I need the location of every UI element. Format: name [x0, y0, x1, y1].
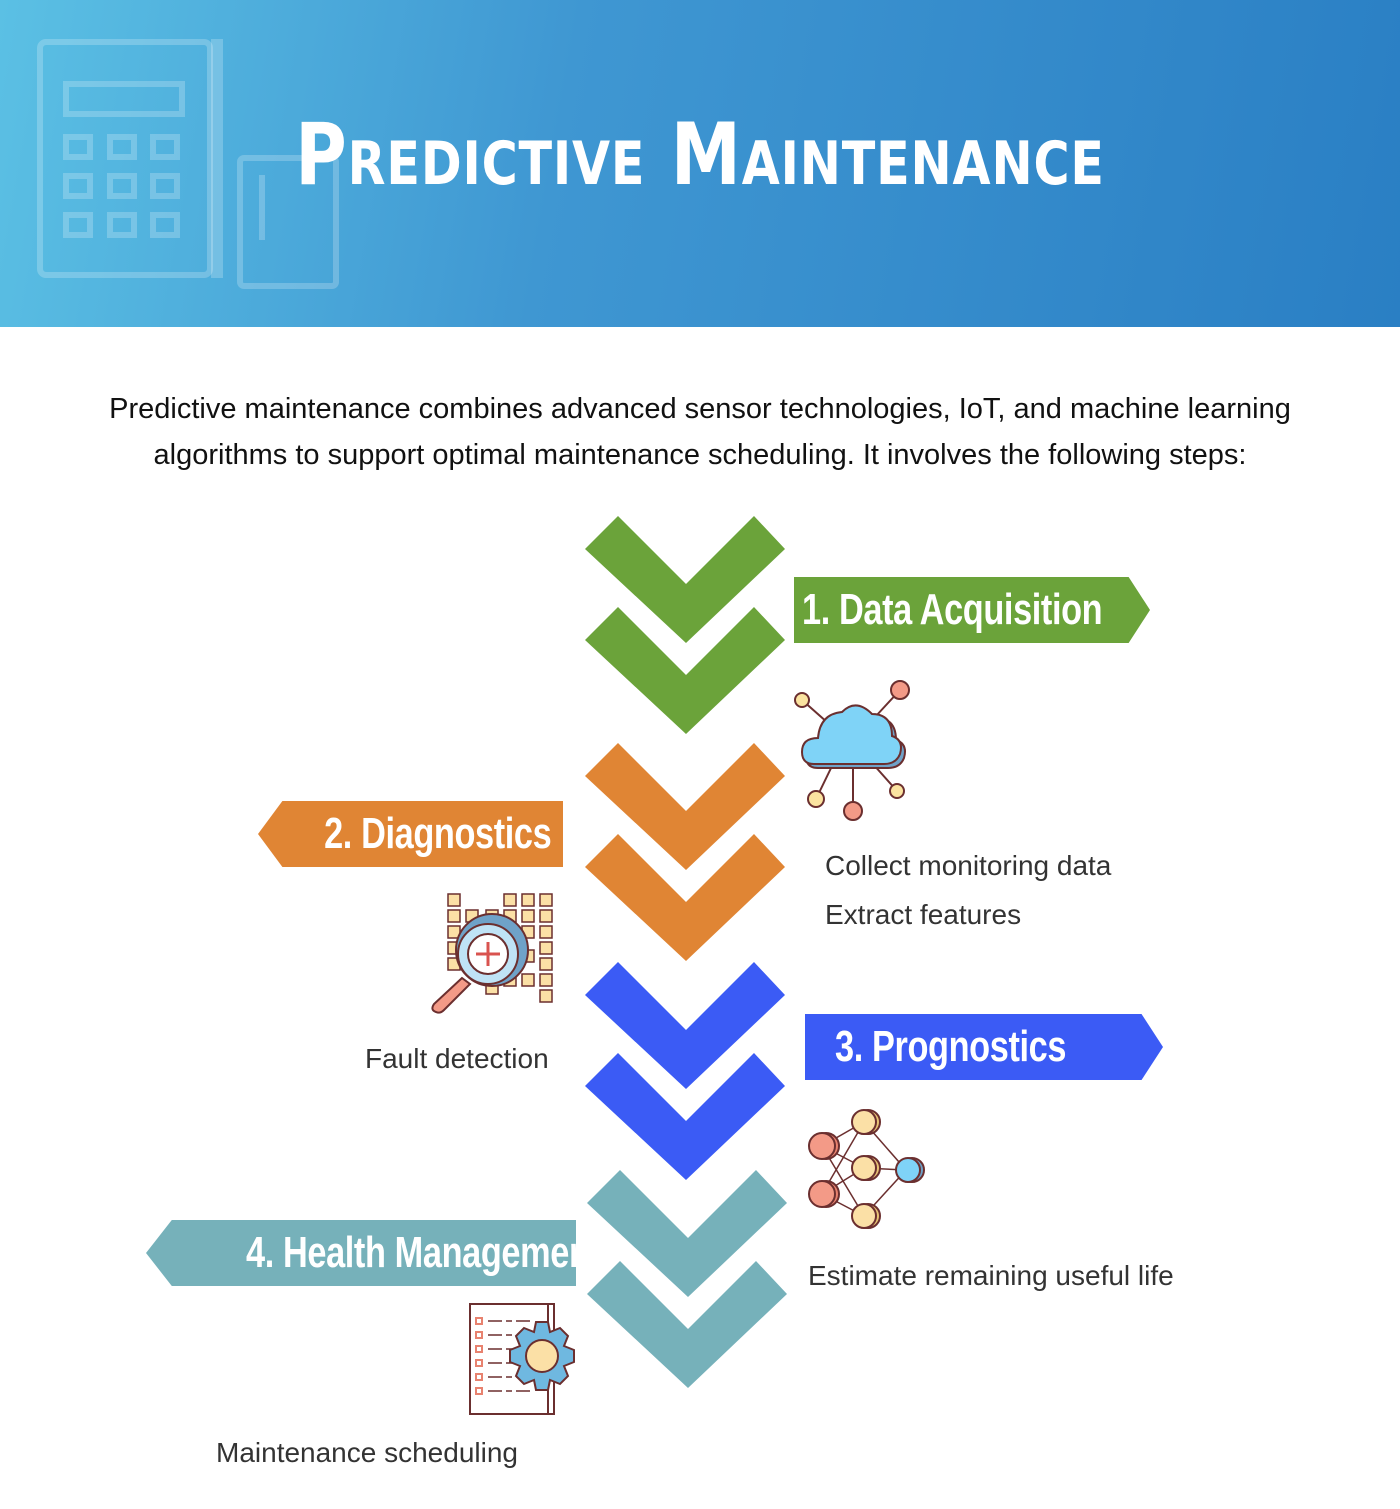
chevron-step-4b: [587, 1261, 787, 1388]
document-gear-icon: [469, 1303, 575, 1415]
chevron-step-2a: [585, 743, 785, 870]
calculator-icon: [37, 39, 339, 289]
neural-network-icon: [808, 1109, 925, 1229]
step-4-banner: 4. Health Management: [146, 1220, 576, 1286]
intro-line-1: Predictive maintenance combines advanced…: [109, 393, 1291, 425]
chevron-step-3b: [585, 1053, 785, 1180]
step-2-banner: 2. Diagnostics: [258, 801, 563, 867]
step-3-description: Estimate remaining useful life: [808, 1260, 1174, 1291]
chevron-step-1a: [585, 516, 785, 643]
chevron-step-2b: [585, 834, 785, 961]
step-1-description-line-1: Collect monitoring data: [825, 850, 1112, 881]
step-3-label: 3. Prognostics: [835, 1022, 1067, 1071]
magnifier-grid-icon: [431, 893, 553, 1014]
step-2-label: 2. Diagnostics: [323, 809, 552, 858]
step-1-description-line-2: Extract features: [825, 899, 1022, 930]
chevron-step-3a: [585, 962, 785, 1089]
step-2-description: Fault detection: [365, 1043, 549, 1074]
chevron-step-4a: [587, 1170, 787, 1297]
step-1-description: Collect monitoring data Extract features: [825, 841, 1111, 939]
step-1-label: 1. Data Acquisition: [802, 585, 1103, 634]
step-3-banner: 3. Prognostics: [805, 1014, 1163, 1080]
step-4-description: Maintenance scheduling: [216, 1437, 518, 1468]
intro-paragraph: Predictive maintenance combines advanced…: [40, 386, 1360, 478]
chevron-step-1b: [585, 607, 785, 734]
step-1-banner: 1. Data Acquisition: [794, 577, 1150, 643]
cloud-network-icon: [794, 680, 910, 821]
intro-line-2: algorithms to support optimal maintenanc…: [153, 439, 1247, 471]
step-4-label: 4. Health Management: [246, 1228, 601, 1277]
page-title: Predictive Maintenance: [295, 105, 1105, 205]
header-banner: Predictive Maintenance: [0, 0, 1400, 327]
